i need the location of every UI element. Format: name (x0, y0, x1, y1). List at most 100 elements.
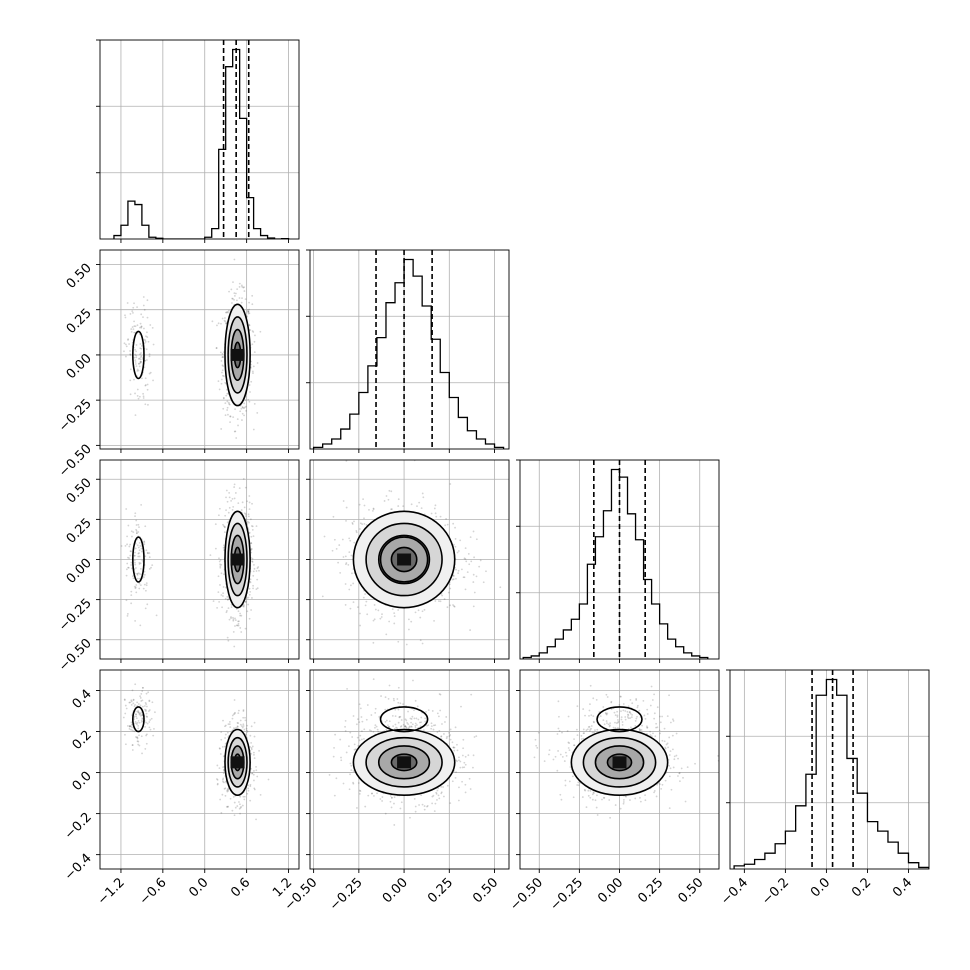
sample-point (423, 608, 426, 611)
sample-point (258, 749, 260, 752)
sample-point (125, 568, 128, 571)
sample-point (150, 717, 153, 720)
sample-point (338, 544, 341, 546)
sample-point (126, 535, 128, 538)
sample-point (148, 556, 151, 559)
sample-point (396, 727, 399, 730)
sample-point (649, 730, 651, 733)
sample-point (145, 712, 148, 715)
sample-point (236, 418, 239, 421)
sample-point (219, 566, 222, 569)
sample-point (132, 577, 135, 580)
sample-point (248, 308, 251, 311)
sample-point (244, 298, 247, 301)
sample-point (135, 717, 138, 720)
sample-point (127, 524, 130, 527)
sample-point (148, 355, 151, 358)
sample-point (226, 406, 229, 409)
sample-point (223, 544, 225, 547)
sample-point (251, 294, 254, 297)
sample-point (231, 508, 234, 511)
sample-point (456, 760, 458, 763)
sample-point (437, 715, 440, 718)
sample-point (588, 725, 591, 728)
sample-point (257, 566, 260, 568)
sample-point (137, 743, 140, 746)
sample-point (420, 721, 423, 724)
sample-point (244, 627, 247, 630)
sample-point (145, 715, 148, 718)
sample-point (398, 715, 401, 718)
sample-point (227, 788, 229, 791)
sample-point (224, 794, 227, 797)
sample-point (144, 403, 147, 406)
sample-point (230, 617, 232, 620)
sample-point (149, 324, 152, 326)
sample-point (482, 581, 485, 584)
sample-point (366, 613, 369, 616)
sample-point (377, 730, 380, 733)
sample-point (243, 604, 245, 607)
sample-point (249, 734, 252, 737)
sample-point (334, 733, 337, 736)
sample-point (655, 726, 657, 729)
sample-point (453, 605, 456, 608)
sample-point (141, 717, 144, 720)
density-contour (377, 534, 431, 585)
sample-point (478, 565, 481, 568)
grid-lines (310, 250, 509, 449)
sample-point (136, 574, 139, 576)
sample-point (344, 604, 347, 606)
sample-point (250, 548, 253, 551)
sample-point (669, 721, 672, 724)
sample-point (225, 489, 228, 492)
sample-point (475, 575, 478, 578)
sample-point (144, 359, 147, 362)
sample-point (143, 573, 146, 576)
sample-point (248, 531, 251, 534)
sample-point (352, 715, 355, 717)
sample-point (249, 783, 252, 786)
sample-point (457, 572, 460, 575)
sample-point (252, 331, 255, 333)
sample-point (400, 719, 403, 721)
sample-point (250, 380, 253, 383)
sample-point (146, 316, 149, 319)
sample-point (243, 506, 246, 509)
sample-point (394, 715, 397, 718)
sample-point (224, 597, 227, 600)
sample-point (426, 804, 429, 807)
sample-point (436, 712, 439, 715)
sample-point (225, 394, 228, 397)
density-panel-0-3: −0.4−0.20.00.20.4−1.2 −0.6 0.0 0.6 1.2 (62, 669, 300, 908)
sample-point (356, 718, 359, 721)
sample-point (248, 400, 251, 403)
sample-point (220, 322, 222, 325)
sample-point (126, 543, 128, 546)
sample-point (391, 508, 393, 511)
sample-point (237, 620, 239, 623)
sample-point (422, 729, 425, 732)
sample-point (467, 754, 470, 757)
sample-point (137, 740, 140, 743)
sample-point (402, 505, 405, 507)
sample-point (453, 746, 456, 749)
sample-point (128, 557, 131, 560)
sample-point (229, 453, 231, 455)
sample-point (236, 725, 239, 728)
sample-point (221, 778, 224, 781)
sample-point (234, 711, 236, 714)
sample-point (426, 724, 428, 727)
sample-point (217, 575, 220, 578)
sample-point (132, 311, 134, 314)
sample-point (226, 790, 229, 793)
sample-point (248, 324, 251, 327)
sample-point (234, 617, 236, 620)
sample-point (390, 796, 393, 799)
sample-point (247, 787, 250, 790)
sample-point (659, 783, 661, 786)
sample-point (669, 750, 672, 753)
sample-point (224, 733, 227, 736)
sample-point (141, 699, 144, 702)
sample-point (142, 705, 144, 708)
